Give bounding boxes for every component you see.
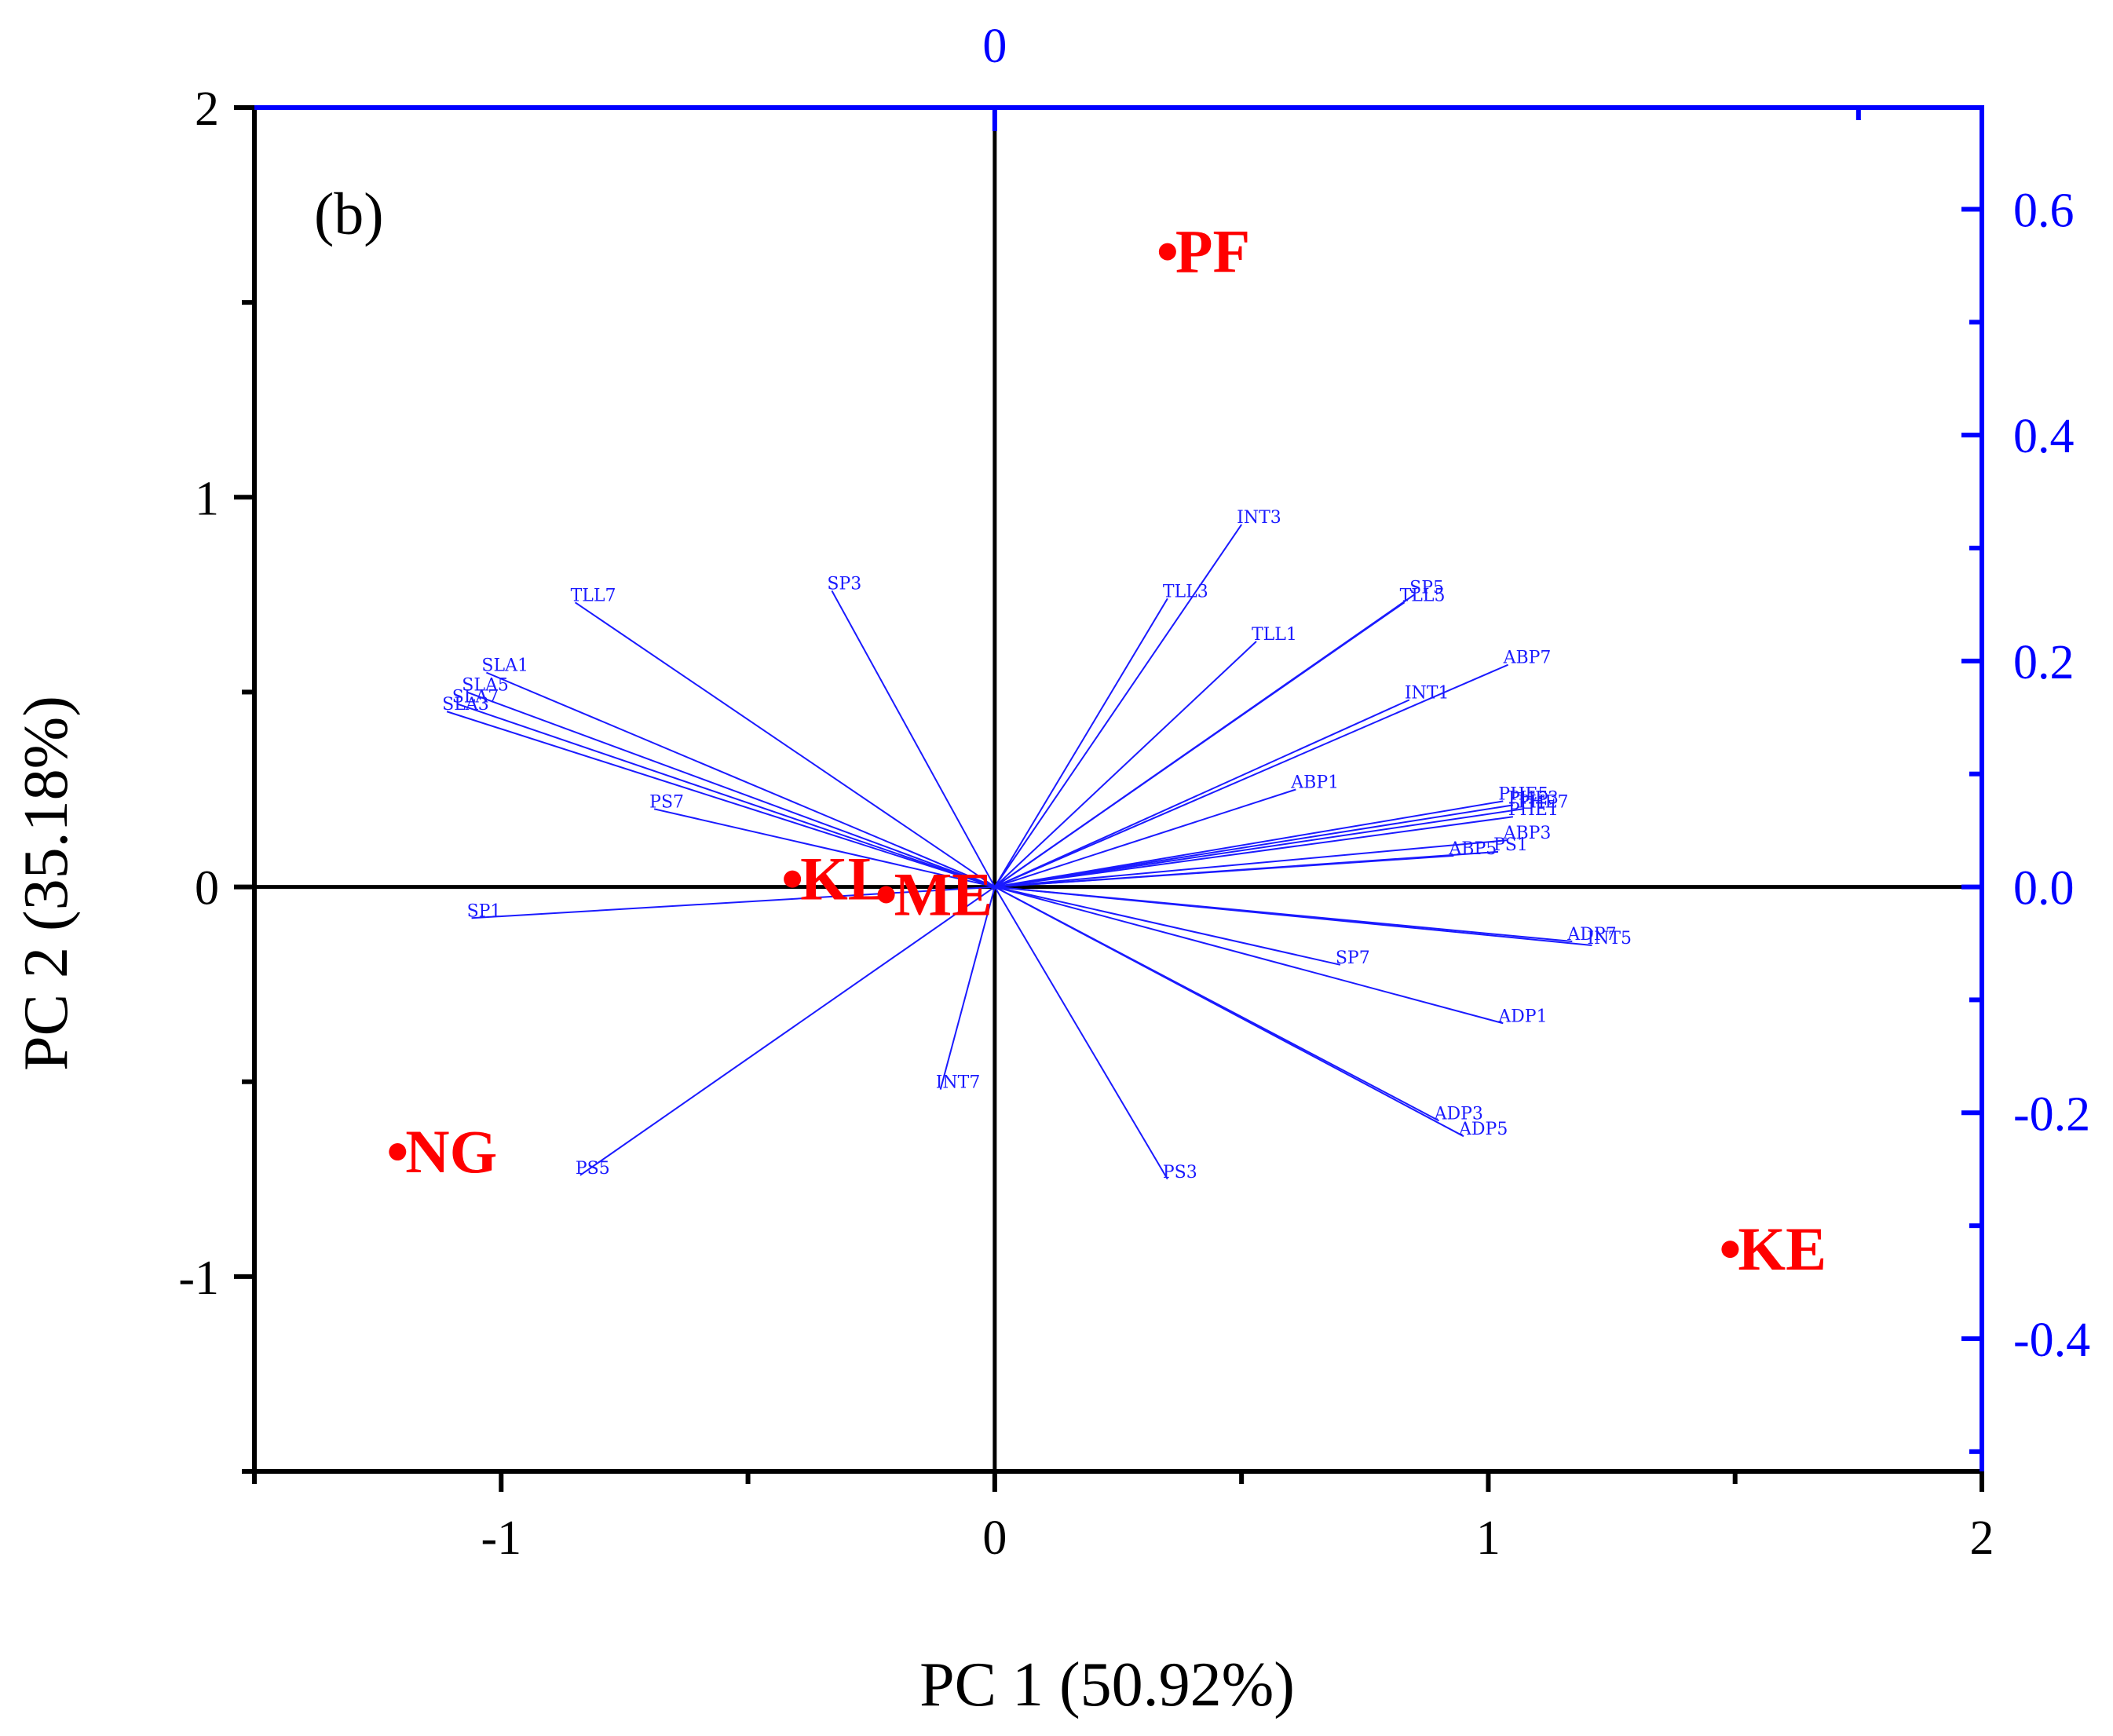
plot-frame: [252, 105, 1984, 1474]
loading-label-ps1: PS1: [1493, 835, 1528, 855]
loading-label-int1: INT1: [1405, 683, 1449, 703]
loading-vector-adp5: [994, 886, 1464, 1138]
loading-label-phe3: PHE3: [1508, 788, 1559, 808]
loading-label-adp1: ADP1: [1497, 1007, 1547, 1026]
loading-label-abp7: ABP7: [1503, 649, 1552, 668]
x-tick-label: -1: [481, 1511, 521, 1565]
loading-vector-phe5: [994, 800, 1504, 888]
loading-vector-ps7: [653, 808, 996, 888]
loading-label-ps3: PS3: [1163, 1163, 1197, 1182]
loading-label-sla3: SLA3: [442, 695, 489, 715]
loading-label-ps7: PS7: [649, 792, 684, 812]
loading-label-int3: INT3: [1237, 508, 1281, 528]
x-axis-title: PC 1 (50.92%): [919, 1650, 1295, 1720]
loading-label-abp5: ABP5: [1448, 839, 1497, 859]
loading-label-tll7: TLL7: [571, 586, 616, 605]
score-point-pf: [1158, 243, 1176, 261]
loading-label-sla7: SLA7: [452, 687, 499, 707]
secondary-y-tick-label: -0.4: [2013, 1314, 2090, 1367]
loading-label-sp7: SP7: [1336, 948, 1370, 968]
score-label-pf: PF: [1175, 217, 1250, 286]
loading-vector-sla7: [456, 703, 996, 888]
loading-label-tll1: TLL1: [1252, 625, 1297, 645]
loading-label-int5: INT5: [1587, 929, 1632, 948]
y-tick-label: 2: [195, 82, 219, 136]
score-point-ke: [1721, 1241, 1739, 1259]
loading-vector-abp7: [994, 663, 1508, 888]
loading-label-tll5: TLL5: [1400, 586, 1446, 605]
y-tick-label: 0: [195, 862, 219, 916]
score-label-ke: KE: [1738, 1215, 1826, 1283]
loading-label-adp3: ADP3: [1434, 1104, 1483, 1124]
score-point-ng: [389, 1143, 407, 1161]
loading-vector-int3: [994, 524, 1242, 888]
secondary-x-tick-label: 0: [982, 20, 1007, 73]
loading-vector-sla5: [466, 691, 996, 888]
y-tick-label: -1: [178, 1252, 219, 1305]
score-point-me: [877, 886, 895, 904]
secondary-y-tick-label: 0.0: [2013, 862, 2075, 916]
loading-vector-phe1: [994, 816, 1513, 888]
loading-label-sp5: SP5: [1409, 578, 1444, 598]
loading-vector-phe3: [994, 804, 1514, 888]
x-tick-label: 0: [982, 1511, 1007, 1565]
loading-vector-ps5: [579, 886, 996, 1176]
loading-label-phe5: PHE5: [1498, 784, 1548, 804]
loading-vector-int1: [994, 699, 1410, 888]
loading-label-adp7: ADP7: [1566, 925, 1616, 945]
loading-vector-abp1: [994, 788, 1296, 888]
loading-vector-tll3: [993, 598, 1168, 888]
score-label-me: ME: [894, 860, 993, 928]
loading-vector-int5: [994, 886, 1592, 947]
loading-label-abp3: ABP3: [1503, 824, 1552, 843]
loading-label-sp3: SP3: [827, 574, 861, 594]
score-label-kl: KL: [800, 845, 889, 913]
loading-vector-sla3: [446, 711, 996, 888]
loading-vector-sla1: [486, 671, 996, 888]
loading-vector-adp1: [994, 886, 1504, 1025]
loading-label-sla1: SLA1: [481, 656, 528, 676]
secondary-y-tick-label: 0.6: [2013, 184, 2075, 237]
loading-vector-phe7: [994, 808, 1523, 888]
loading-vector-tll7: [575, 601, 996, 888]
loading-vector-abp3: [994, 839, 1508, 888]
x-tick-label: 1: [1476, 1511, 1501, 1565]
loading-vector-tll1: [994, 641, 1257, 888]
loading-vector-abp5: [994, 854, 1454, 888]
secondary-y-tick-label: 0.2: [2013, 636, 2075, 689]
score-points: PF KL ME NG KE: [389, 217, 1826, 1283]
score-label-ng: NG: [405, 1117, 497, 1186]
axis-ticks: [234, 105, 1984, 1492]
x-tick-label: 2: [1970, 1511, 1994, 1565]
loading-vector-sp7: [994, 886, 1341, 966]
loading-vector-ps3: [993, 886, 1168, 1180]
y-tick-label: 1: [195, 472, 219, 525]
loading-label-sla5: SLA5: [462, 675, 509, 695]
loading-label-adp5: ADP5: [1458, 1120, 1508, 1139]
loading-label-abp1: ABP1: [1290, 773, 1339, 793]
y-axis-title: PC 2 (35.18%): [12, 696, 81, 1071]
secondary-y-tick-label: -0.2: [2013, 1087, 2090, 1141]
score-point-kl: [784, 870, 802, 888]
zero-lines: [254, 108, 1982, 1471]
loading-vector-sp1: [471, 886, 995, 919]
loading-vector-int7: [939, 886, 996, 1090]
panel-label: (b): [314, 181, 384, 247]
loading-vector-sp3: [831, 590, 996, 888]
loading-label-sp1: SP1: [467, 901, 502, 921]
loading-label-tll3: TLL3: [1163, 582, 1208, 601]
secondary-y-tick-label: 0.4: [2013, 410, 2075, 463]
loading-label-phe1: PHE1: [1508, 800, 1559, 820]
loading-vector-tll5: [994, 601, 1406, 888]
loading-label-ps5: PS5: [576, 1159, 610, 1179]
loading-label-int7: INT7: [936, 1073, 981, 1093]
axis-tick-labels: -1 0 1 2 -1 0 1 2 -0.4 -0.2 0.0 0.2 0.4 0.6 0: [178, 20, 2090, 1565]
loading-label-phe7: PHE7: [1518, 792, 1568, 812]
